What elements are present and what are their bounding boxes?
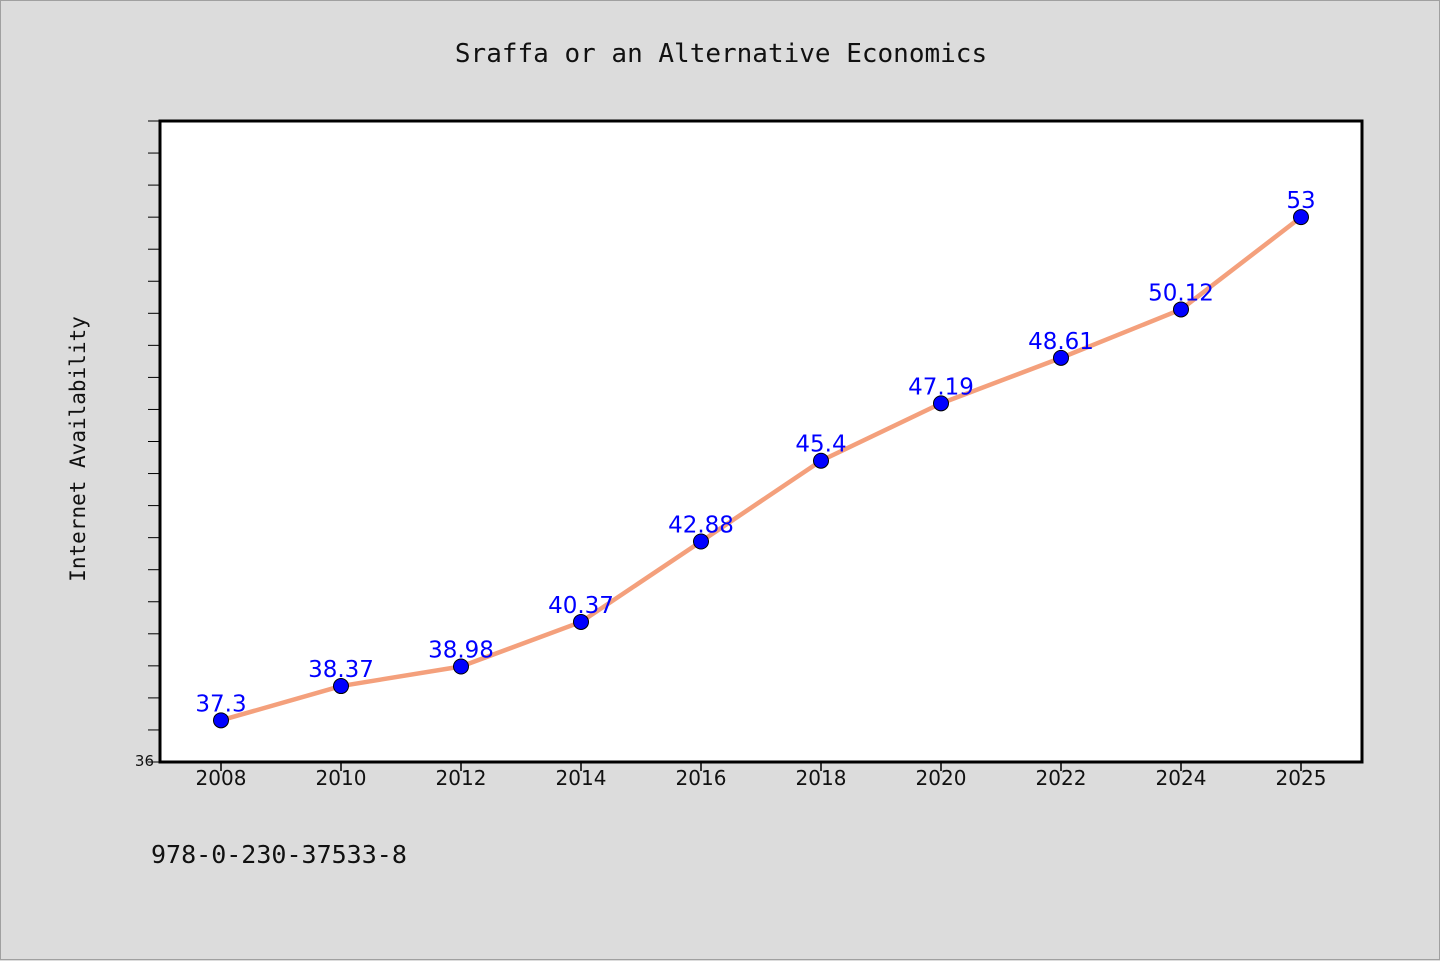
data-label: 40.37 [548,593,614,619]
data-point-marker [1173,301,1189,318]
data-label: 42.88 [668,512,734,538]
data-point-marker [1053,349,1069,366]
x-tick-label: 2012 [436,766,487,790]
y-axis-ticks: 36 [135,120,160,770]
data-label: 38.98 [428,637,494,663]
data-point-marker [333,678,349,695]
y-tick-label: 36 [135,752,154,770]
data-label: 37.3 [195,691,246,717]
x-tick-label: 2020 [916,766,967,790]
y-axis-label: Internet Availability [66,316,90,582]
x-tick-label: 2014 [556,766,607,790]
data-point-marker [1293,209,1309,226]
data-point-marker [933,395,949,412]
x-tick-label: 2010 [316,766,367,790]
data-label: 47.19 [908,374,974,400]
x-tick-label: 2018 [796,766,847,790]
x-tick-label: 2025 [1276,766,1327,790]
data-label: 45.4 [795,432,846,458]
data-point-marker [813,452,829,469]
data-label: 48.61 [1028,329,1094,355]
series-line [220,215,1303,723]
x-tick-label: 2016 [676,766,727,790]
data-label: 50.12 [1148,280,1214,306]
data-point-marker [453,658,469,675]
series-group: 37.3 38.37 38.98 40.37 42.88 45.4 47.19 48.61 50… [195,188,1316,729]
data-label: 38.37 [308,657,374,683]
x-tick-label: 2024 [1156,766,1207,790]
chart-title: Sraffa or an Alternative Economics [455,39,987,69]
data-label: 53 [1286,188,1315,214]
x-axis-ticks: 2008 2010 2012 2014 2016 2018 2020 2022 2024 2025 [196,762,1327,790]
x-tick-label: 2008 [196,766,247,790]
data-point-marker [573,613,589,630]
isbn-footer: 978-0-230-37533-8 [151,840,407,869]
data-point-marker [213,712,229,729]
plot-area [158,119,1364,764]
x-tick-label: 2022 [1036,766,1087,790]
data-point-marker [693,533,709,550]
